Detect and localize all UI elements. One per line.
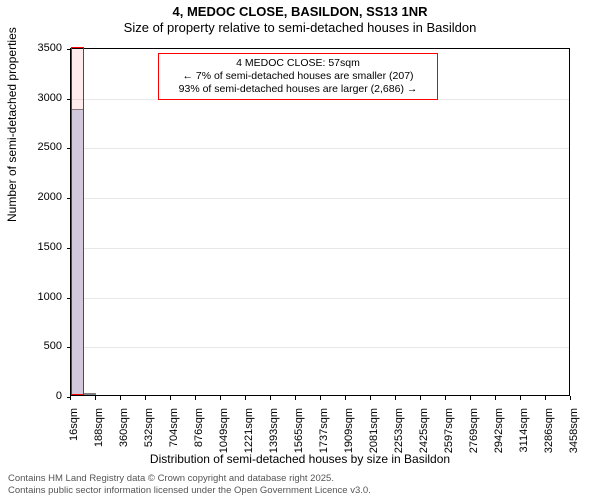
x-tick-label: 1737sqm [318,408,330,478]
x-tick-label: 1221sqm [243,408,255,478]
histogram-bar [84,393,97,395]
x-tick-mark [245,396,246,400]
x-tick-mark [120,396,121,400]
footer-line2: Contains public sector information licen… [8,485,371,496]
y-tick-label: 2000 [0,191,62,203]
x-tick-mark [195,396,196,400]
x-tick-mark [70,396,71,400]
x-tick-mark [145,396,146,400]
annotation-line3: 93% of semi-detached houses are larger (… [165,83,431,96]
y-tick-label: 0 [0,390,62,402]
x-tick-label: 2769sqm [468,408,480,478]
x-tick-label: 2597sqm [443,408,455,478]
x-tick-label: 1393sqm [268,408,280,478]
gridline [71,248,569,249]
y-tick-label: 1000 [0,291,62,303]
gridline [71,298,569,299]
gridline [71,198,569,199]
x-tick-mark [95,396,96,400]
y-tick-label: 3500 [0,42,62,54]
x-tick-mark [345,396,346,400]
y-tick-label: 3000 [0,92,62,104]
x-tick-mark [295,396,296,400]
x-tick-label: 876sqm [193,408,205,478]
x-tick-mark [470,396,471,400]
x-tick-label: 2081sqm [368,408,380,478]
x-tick-label: 3114sqm [518,408,530,478]
annotation-line2: ← 7% of semi-detached houses are smaller… [165,70,431,83]
x-tick-mark [170,396,171,400]
highlight-overlay [71,47,84,395]
x-tick-label: 704sqm [168,408,180,478]
x-tick-mark [570,396,571,400]
chart-title-block: 4, MEDOC CLOSE, BASILDON, SS13 1NR Size … [0,0,600,37]
x-tick-mark [520,396,521,400]
x-tick-mark [220,396,221,400]
annotation-line1: 4 MEDOC CLOSE: 57sqm [165,57,431,70]
chart-area: 4 MEDOC CLOSE: 57sqm ← 7% of semi-detach… [70,48,570,396]
y-tick-label: 2500 [0,141,62,153]
x-tick-mark [495,396,496,400]
x-tick-label: 3286sqm [543,408,555,478]
x-tick-label: 1049sqm [218,408,230,478]
x-tick-label: 188sqm [93,408,105,478]
property-annotation-box: 4 MEDOC CLOSE: 57sqm ← 7% of semi-detach… [158,53,438,100]
x-tick-label: 1909sqm [343,408,355,478]
x-tick-mark [370,396,371,400]
x-tick-label: 360sqm [118,408,130,478]
x-tick-label: 2253sqm [393,408,405,478]
x-tick-label: 2425sqm [418,408,430,478]
gridline [71,148,569,149]
x-tick-label: 3458sqm [568,408,580,478]
x-tick-mark [395,396,396,400]
x-tick-mark [270,396,271,400]
x-tick-mark [445,396,446,400]
x-tick-label: 1565sqm [293,408,305,478]
x-tick-label: 16sqm [68,408,80,478]
y-tick-label: 500 [0,340,62,352]
x-tick-label: 532sqm [143,408,155,478]
attribution-footer: Contains HM Land Registry data © Crown c… [8,473,371,496]
y-tick-label: 1500 [0,241,62,253]
gridline [71,347,569,348]
title-line1: 4, MEDOC CLOSE, BASILDON, SS13 1NR [0,4,600,20]
footer-line1: Contains HM Land Registry data © Crown c… [8,473,371,484]
x-tick-mark [420,396,421,400]
title-line2: Size of property relative to semi-detach… [0,20,600,36]
x-tick-label: 2942sqm [493,408,505,478]
x-tick-mark [545,396,546,400]
x-tick-mark [320,396,321,400]
